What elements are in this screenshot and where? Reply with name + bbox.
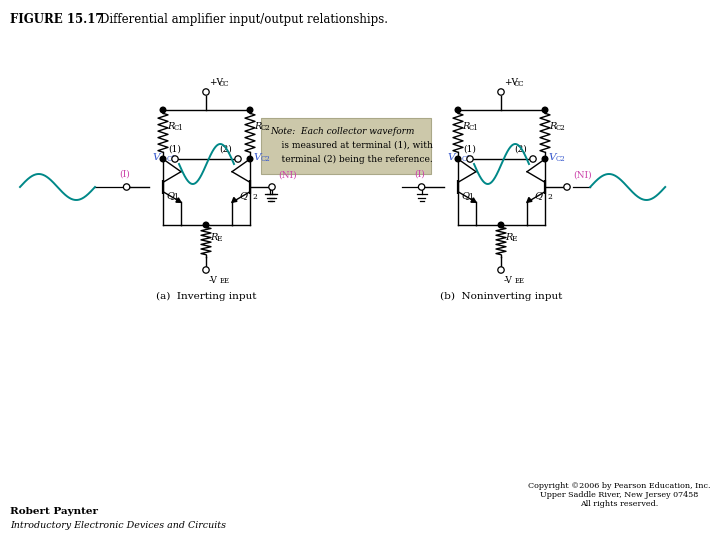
- Text: C2: C2: [556, 125, 566, 132]
- Circle shape: [542, 107, 548, 113]
- Text: terminal (2) being the reference.: terminal (2) being the reference.: [270, 155, 433, 164]
- Text: (2): (2): [220, 145, 232, 154]
- Text: +V: +V: [209, 78, 223, 87]
- Text: (2): (2): [514, 145, 527, 154]
- Circle shape: [203, 89, 210, 95]
- Circle shape: [247, 107, 253, 113]
- Text: CC: CC: [514, 80, 524, 88]
- Text: C1: C1: [174, 125, 184, 132]
- Circle shape: [542, 156, 548, 162]
- Circle shape: [498, 267, 504, 273]
- Text: 2: 2: [547, 193, 552, 201]
- Text: R: R: [462, 122, 469, 131]
- Text: EE: EE: [220, 277, 230, 285]
- Text: 2: 2: [252, 193, 257, 201]
- Circle shape: [203, 222, 209, 228]
- Text: CC: CC: [219, 80, 230, 88]
- Text: E: E: [512, 235, 518, 243]
- Circle shape: [203, 267, 210, 273]
- Text: (b)  Noninverting input: (b) Noninverting input: [441, 292, 563, 301]
- Circle shape: [498, 222, 504, 228]
- Circle shape: [418, 184, 425, 190]
- Circle shape: [160, 156, 166, 162]
- Text: V: V: [548, 152, 556, 161]
- Text: is measured at terminal (1), with: is measured at terminal (1), with: [270, 141, 433, 150]
- Circle shape: [269, 184, 275, 190]
- Text: Q: Q: [239, 191, 247, 200]
- Text: E: E: [217, 235, 222, 243]
- Polygon shape: [176, 198, 181, 202]
- Text: C1: C1: [167, 155, 176, 163]
- Text: (NI): (NI): [278, 171, 297, 180]
- Circle shape: [172, 156, 179, 162]
- Text: Differential amplifier input/output relationships.: Differential amplifier input/output rela…: [85, 13, 388, 26]
- Text: V: V: [153, 152, 160, 161]
- Text: FIGURE 15.17: FIGURE 15.17: [10, 13, 104, 26]
- Text: (I): (I): [120, 170, 130, 179]
- Text: Introductory Electronic Devices and Circuits: Introductory Electronic Devices and Circ…: [10, 521, 226, 530]
- Circle shape: [455, 156, 461, 162]
- Circle shape: [160, 107, 166, 113]
- Text: (NI): (NI): [573, 171, 592, 180]
- Text: R: R: [167, 122, 174, 131]
- Polygon shape: [232, 198, 237, 202]
- Text: Q: Q: [166, 191, 174, 200]
- Text: Note:  Each collector waveform: Note: Each collector waveform: [270, 127, 415, 136]
- Text: (1): (1): [168, 145, 181, 154]
- Text: Copyright ©2006 by Pearson Education, Inc.
Upper Saddle River, New Jersey 07458
: Copyright ©2006 by Pearson Education, In…: [528, 482, 710, 508]
- Text: R: R: [549, 122, 557, 131]
- Text: V: V: [253, 152, 261, 161]
- Text: -V: -V: [504, 276, 513, 285]
- Text: C2: C2: [556, 155, 566, 163]
- Text: 1: 1: [173, 193, 178, 201]
- Text: +V: +V: [504, 78, 518, 87]
- Text: Q: Q: [461, 191, 469, 200]
- Circle shape: [467, 156, 473, 162]
- Text: R: R: [254, 122, 261, 131]
- Text: C2: C2: [261, 125, 271, 132]
- Circle shape: [564, 184, 570, 190]
- FancyBboxPatch shape: [261, 118, 431, 174]
- Circle shape: [235, 156, 241, 162]
- Circle shape: [123, 184, 130, 190]
- Polygon shape: [527, 198, 532, 202]
- Text: V: V: [448, 152, 455, 161]
- Text: EE: EE: [515, 277, 525, 285]
- Polygon shape: [471, 198, 476, 202]
- Text: Q: Q: [534, 191, 542, 200]
- Circle shape: [455, 107, 461, 113]
- Text: (I): (I): [414, 170, 425, 179]
- Text: C1: C1: [469, 125, 479, 132]
- Circle shape: [247, 156, 253, 162]
- Text: C2: C2: [261, 155, 271, 163]
- Text: C1: C1: [462, 155, 472, 163]
- Circle shape: [530, 156, 536, 162]
- Text: R: R: [210, 233, 217, 241]
- Text: (a)  Inverting input: (a) Inverting input: [156, 292, 257, 301]
- Text: 1: 1: [468, 193, 473, 201]
- Circle shape: [498, 89, 504, 95]
- Text: Robert Paynter: Robert Paynter: [10, 507, 98, 516]
- Text: R: R: [505, 233, 513, 241]
- Text: (1): (1): [463, 145, 476, 154]
- Text: -V: -V: [209, 276, 218, 285]
